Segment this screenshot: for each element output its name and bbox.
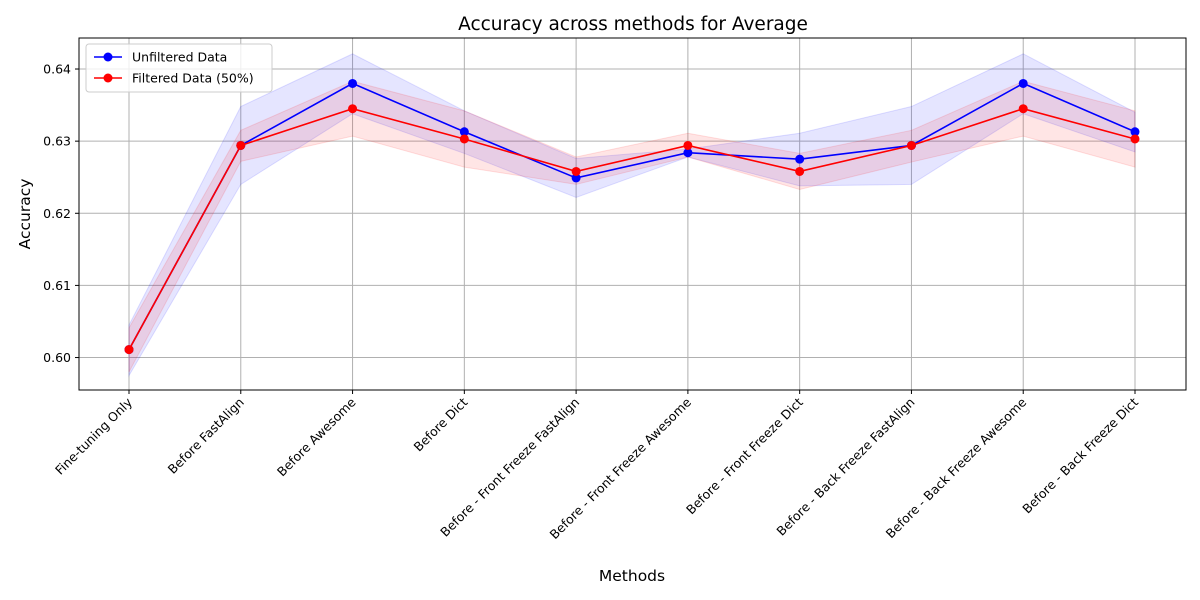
data-point [1018,78,1028,88]
legend-box [85,43,273,93]
data-point [571,173,581,183]
y-tick-label: 0.61 [43,278,71,293]
data-point [906,140,916,150]
y-axis: 0.60 0.61 0.62 0.63 0.64 [43,62,79,365]
legend-label: Filtered Data (50%) [132,71,254,86]
data-point [124,345,134,355]
data-point [571,166,581,176]
data-point [348,104,358,114]
data-point [459,134,469,144]
grid [79,38,1186,390]
data-point [683,140,693,150]
data-point [459,127,469,137]
y-tick-label: 0.63 [43,134,71,149]
y-tick-label: 0.64 [43,62,71,77]
confidence-band-1 [128,80,1136,373]
legend-label: Unfiltered Data [132,50,227,65]
data-point [1130,127,1140,137]
chart-title: Accuracy across methods for Average [458,14,808,35]
confidence-band-0 [128,53,1136,378]
y-tick-label: 0.60 [43,350,71,365]
legend-swatch-marker [103,73,113,83]
series-line-1 [128,107,1136,350]
data-point [795,166,805,176]
series-line-0 [128,82,1136,350]
data-point [1018,104,1028,114]
data-point [795,154,805,164]
data-point [683,148,693,158]
x-axis-label: Methods [599,567,665,585]
data-point [348,78,358,88]
plot-frame [78,37,1187,391]
data-point [1130,134,1140,144]
y-tick-label: 0.62 [43,206,71,221]
y-axis-label: Accuracy [16,179,34,250]
confidence-bands [128,53,1136,378]
series-lines [124,78,1140,355]
legend-swatch-marker [103,52,113,62]
legend: Unfiltered Data Filtered Data (50%) [85,43,273,93]
data-point [236,140,246,150]
